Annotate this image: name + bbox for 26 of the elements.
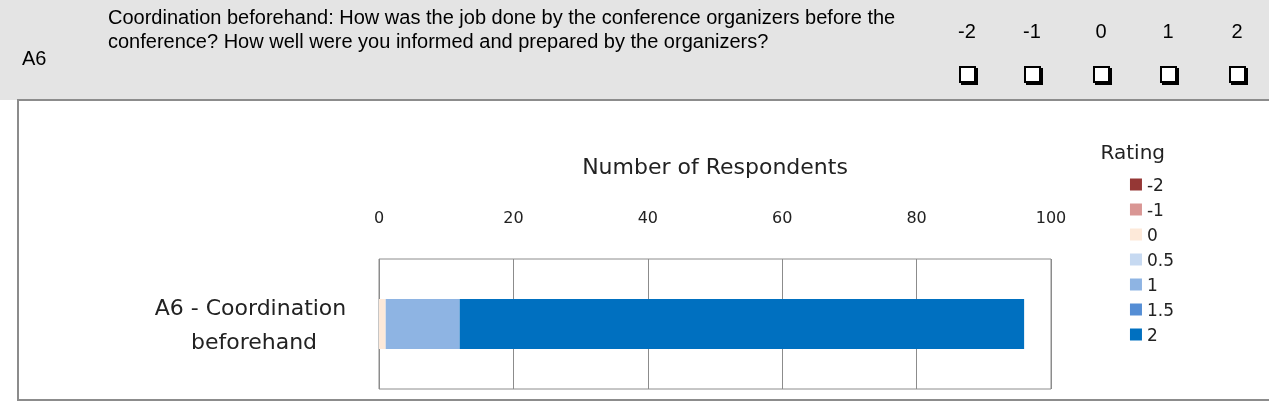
x-tick-label: 20 xyxy=(503,207,524,227)
bar xyxy=(459,299,1025,349)
bar xyxy=(379,299,386,349)
legend-label: -2 xyxy=(1146,174,1164,195)
text: Coordination beforehand: How was the job done by the conference organizers before the conference? How well were you informed and prepared by the organizers? xyxy=(108,5,897,53)
y-tick-label: A6 - Coordination beforehand xyxy=(154,294,354,354)
text: 0 xyxy=(1094,20,1108,43)
legend-label: 1.5 xyxy=(1146,299,1175,320)
x-tick-label: 80 xyxy=(906,207,927,227)
x-tick-label: 0 xyxy=(373,207,385,227)
x-tick-label: 40 xyxy=(637,207,658,227)
text: 2 xyxy=(1230,20,1244,43)
bar xyxy=(385,299,460,349)
text: 1 xyxy=(1161,20,1175,43)
x-tick-label: 100 xyxy=(1035,207,1067,227)
text: A6 xyxy=(22,47,47,70)
x-tick-label: 60 xyxy=(772,207,793,227)
text: -1 xyxy=(1022,20,1042,43)
legend-label: -1 xyxy=(1146,199,1164,220)
legend-title: Rating xyxy=(1100,140,1165,164)
legend-label: 2 xyxy=(1146,324,1158,345)
legend-label: 0.5 xyxy=(1146,249,1175,270)
legend-label: 0 xyxy=(1146,224,1158,245)
text: -2 xyxy=(957,20,977,43)
x-axis-title: Number of Respondents xyxy=(582,153,848,179)
legend-label: 1 xyxy=(1146,274,1158,295)
